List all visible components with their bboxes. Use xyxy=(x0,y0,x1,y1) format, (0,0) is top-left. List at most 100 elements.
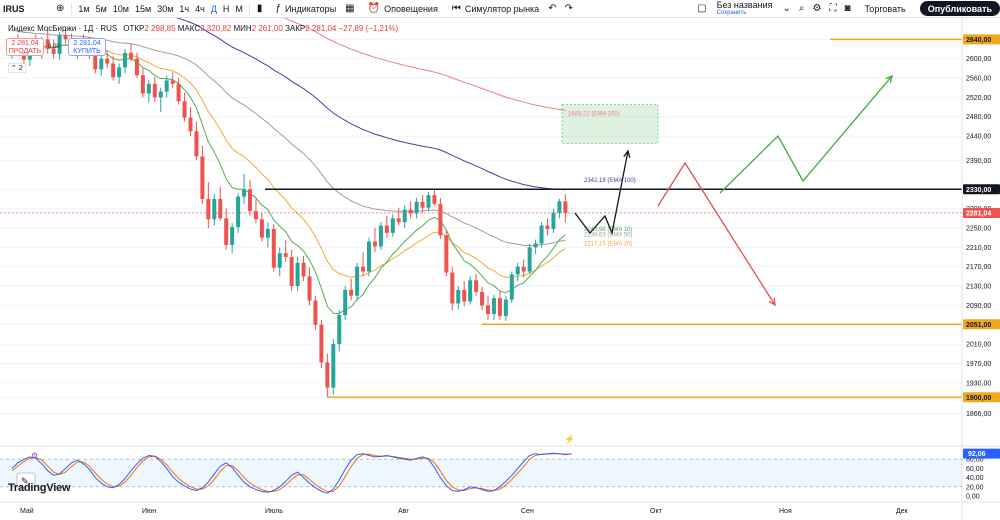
candle-body xyxy=(438,203,443,236)
alerts-label: Оповещения xyxy=(384,3,438,14)
candle-body xyxy=(45,39,50,50)
timeframe-6[interactable]: 4ч xyxy=(195,3,205,14)
publish-button[interactable]: Опубликовать xyxy=(919,1,1000,16)
candle-body xyxy=(474,280,479,292)
search-icon[interactable]: ⌕ xyxy=(798,3,805,14)
candle-body xyxy=(468,280,473,302)
candle-body xyxy=(21,52,26,60)
level-tag-2330-bg xyxy=(963,184,1000,195)
price-tick: 2170,00 xyxy=(966,264,991,271)
timeframe-2[interactable]: 10м xyxy=(112,3,129,14)
ema-label-4: 2217,19 (EMA 20) xyxy=(584,241,632,247)
level-tag-1900: 1900,00 xyxy=(966,395,991,402)
target-zone xyxy=(561,104,659,144)
scenario-arrow-black-head xyxy=(623,149,631,158)
scenario-arrow-black xyxy=(574,150,629,236)
oscillator-tick: 40,00 xyxy=(966,475,984,482)
sell-button[interactable]: 2 281,04 ПРОДАТЬ xyxy=(6,38,44,56)
indicators-label: Индикаторы xyxy=(285,3,337,14)
time-tick: Дек xyxy=(896,508,909,515)
price-tick: 2600,00 xyxy=(966,56,991,63)
high-value: 2 320,82 xyxy=(200,24,232,33)
level-tag-2051: 2051,00 xyxy=(966,322,991,329)
candle-body xyxy=(307,276,312,301)
spread-value: 0,00 xyxy=(48,44,60,50)
low-label: МИН xyxy=(233,24,252,33)
templates-icon[interactable]: ▦ xyxy=(345,3,355,14)
timeframe-3[interactable]: 15м xyxy=(135,3,152,14)
candle-body xyxy=(93,55,98,70)
settings-icon[interactable]: ⚙ xyxy=(812,3,822,14)
fullscreen-icon[interactable]: ⛶ xyxy=(829,3,837,14)
candle-body xyxy=(271,228,276,268)
candle-body xyxy=(117,67,122,78)
indicators-button[interactable]: ƒ Индикаторы xyxy=(266,0,341,18)
trade-button[interactable]: Торговать xyxy=(855,0,916,18)
level-tag-1900-bg xyxy=(963,392,1000,403)
price-tick: 2480,00 xyxy=(966,114,991,121)
candle-body xyxy=(462,289,467,302)
candle-body xyxy=(230,227,235,245)
timeframe-5[interactable]: 1ч xyxy=(179,3,190,14)
timeframe-0[interactable]: 1м xyxy=(78,3,90,14)
candle-body xyxy=(420,201,425,208)
buy-button[interactable]: 2 281,04 КУПИТЬ xyxy=(68,38,106,56)
time-tick: Май xyxy=(20,507,34,515)
timeframe-1[interactable]: 5м xyxy=(95,3,107,14)
redo-icon[interactable]: ↷ xyxy=(564,3,573,14)
timeframe-8[interactable]: Н xyxy=(222,3,230,14)
candle-style-icon[interactable]: ▮ xyxy=(256,3,263,14)
buy-price: 2 281,04 xyxy=(73,40,101,47)
timeframe-9[interactable]: М xyxy=(235,3,243,14)
ema-label-3: 2239,63 (EMA 50) xyxy=(584,233,632,239)
alerts-button[interactable]: ⏰ Оповещения xyxy=(359,0,443,18)
layout-icon[interactable]: ▢ xyxy=(697,3,707,14)
candle-body xyxy=(289,257,294,287)
level-tag-2640: 2640,00 xyxy=(966,37,991,44)
candle-body xyxy=(551,212,556,229)
candle-body xyxy=(146,83,151,94)
chevron-down-icon[interactable]: ⌄ xyxy=(782,3,791,14)
candle-body xyxy=(176,83,181,102)
candle-body xyxy=(123,52,128,68)
price-tick: 2010,00 xyxy=(966,342,991,349)
candle-body xyxy=(111,63,116,78)
collapse-indicators-button[interactable]: ⌃ 2 xyxy=(8,63,26,73)
indicator-count: 2 xyxy=(18,65,23,72)
undo-icon[interactable]: ↶ xyxy=(548,3,557,14)
candle-body xyxy=(63,35,68,40)
candle-body xyxy=(265,228,270,238)
candle-body xyxy=(355,266,360,296)
camera-icon[interactable]: ◙ xyxy=(844,3,851,14)
oscillator-settings-icon: ⚙ xyxy=(31,451,38,460)
open-label: ОТКР xyxy=(123,24,145,33)
candle-body xyxy=(325,362,330,388)
timeframe-7[interactable]: Д xyxy=(210,3,217,14)
candle-body xyxy=(545,225,550,229)
ema-200-line xyxy=(234,0,566,111)
close-value: 2 281,04 xyxy=(305,24,337,33)
price-tick: 2390,00 xyxy=(966,158,991,165)
candle-body xyxy=(182,101,187,118)
timeframe-4[interactable]: 30м xyxy=(157,3,174,14)
candle-body xyxy=(295,262,300,287)
symbol-search[interactable]: IRUS xyxy=(0,0,52,18)
candle-body xyxy=(164,80,169,92)
replay-button[interactable]: ⏮ Симулятор рынка xyxy=(443,0,544,18)
candle-body xyxy=(563,201,568,214)
time-tick: Авг xyxy=(398,508,409,515)
low-value: 2 261,00 xyxy=(251,24,283,33)
candle-body xyxy=(218,198,223,219)
oscillator-value: 92,06 xyxy=(968,451,986,458)
oscillator-tick: 80,00 xyxy=(966,457,984,464)
logo-text: TradingView xyxy=(8,482,71,494)
layout-save-button[interactable]: Без названия Сохранить xyxy=(711,0,779,17)
add-symbol-icon[interactable]: ⊕ xyxy=(56,3,65,14)
candle-body xyxy=(253,211,258,220)
candle-body xyxy=(188,117,193,132)
candle-body xyxy=(527,247,532,272)
price-tick: 2130,00 xyxy=(966,284,991,291)
event-icon: ⚡ xyxy=(564,433,575,445)
